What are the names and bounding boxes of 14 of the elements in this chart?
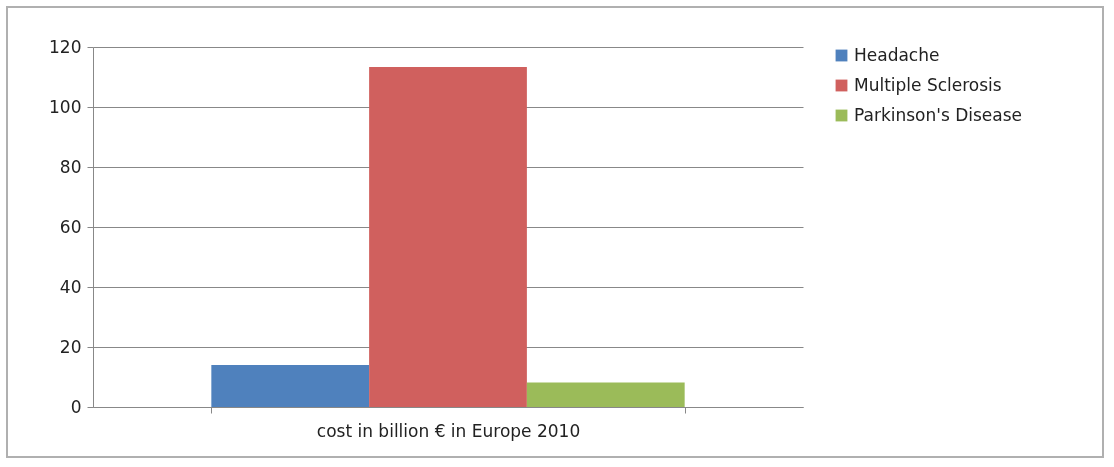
y-tick-label: 80: [59, 156, 82, 177]
x-tick-label: cost in billion € in Europe 2010: [316, 420, 581, 441]
y-tick-label: 0: [70, 396, 82, 417]
bar: [211, 365, 370, 407]
y-tick-label: 120: [49, 36, 82, 57]
y-tick-label: 40: [59, 276, 82, 297]
legend-label: Parkinson's Disease: [854, 104, 1023, 125]
y-tick-label: 60: [59, 216, 82, 237]
y-tick-label: 100: [49, 96, 82, 117]
y-tick-label: 20: [59, 336, 82, 357]
bar: [526, 382, 685, 407]
legend-label: Headache: [854, 44, 940, 65]
bar: [369, 67, 527, 407]
legend-label: Multiple Sclerosis: [854, 74, 1002, 95]
